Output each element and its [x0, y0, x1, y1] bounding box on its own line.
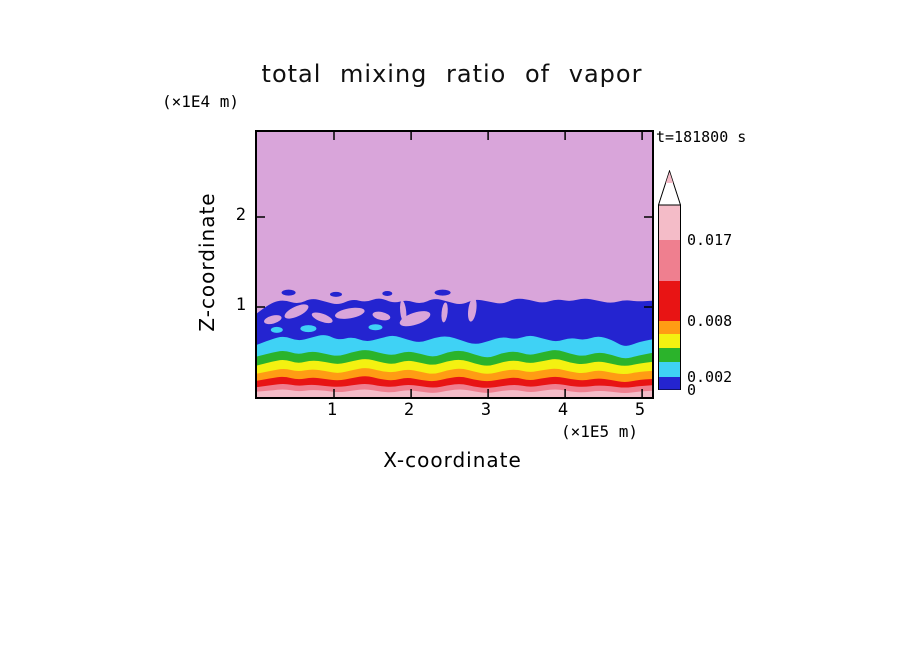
y-axis-title: Z-coordinate — [195, 192, 219, 332]
colorbar-level-label: 0.017 — [687, 231, 733, 249]
colorbar: 0.017 0.008 0.002 0 — [658, 170, 748, 405]
plume-feature — [399, 311, 431, 327]
plume-feature — [372, 311, 391, 321]
plume-feature — [284, 304, 309, 319]
plume-feature — [368, 324, 383, 331]
x-tick-label: 5 — [634, 400, 646, 420]
colorbar-canvas — [658, 170, 681, 390]
y-axis-unit-label: (×1E4 m) — [162, 92, 240, 111]
plume-feature — [382, 291, 393, 296]
plume-feature — [468, 297, 477, 322]
plume-feature — [270, 326, 283, 333]
colorbar-segment-yellow — [658, 334, 681, 348]
colorbar-segment-orange — [658, 321, 681, 334]
colorbar-level-label: 0 — [687, 381, 697, 399]
colorbar-level-label: 0.002 — [687, 368, 733, 386]
time-annotation: t=181800 s — [656, 128, 747, 146]
plume-feature — [434, 289, 451, 296]
plume-feature — [335, 307, 365, 319]
colorbar-segment-red — [658, 281, 681, 321]
contour-plot-area — [255, 130, 654, 399]
x-axis-tick-labels: 1 2 3 4 5 — [255, 400, 650, 420]
plume-feature — [330, 291, 342, 297]
colorbar-segment-salmon — [658, 240, 681, 281]
plume-feature — [300, 325, 317, 333]
plume-feature — [441, 302, 448, 323]
x-axis-title: X-coordinate — [383, 448, 522, 472]
contour-plot-canvas — [257, 132, 652, 397]
plume-feature — [281, 289, 296, 296]
plume-feature — [264, 315, 282, 325]
x-tick-label: 3 — [480, 400, 492, 420]
contour-band-pink-surface-max — [257, 389, 652, 397]
colorbar-level-label: 0.008 — [687, 312, 733, 330]
x-tick-label: 2 — [403, 400, 415, 420]
chart-title: total mixing ratio of vapor — [261, 60, 643, 88]
colorbar-segment-blue — [658, 377, 681, 390]
x-tick-label: 4 — [557, 400, 569, 420]
y-tick-label: 1 — [235, 295, 246, 315]
x-axis-unit-label: (×1E5 m) — [561, 422, 639, 441]
colorbar-arrow-tip — [665, 172, 674, 183]
x-tick-label: 1 — [326, 400, 338, 420]
y-tick-label: 2 — [235, 205, 246, 225]
plume-feature — [311, 312, 333, 324]
colorbar-segment-cyan — [658, 362, 681, 377]
colorbar-segment-pink — [658, 205, 681, 240]
colorbar-overrange-arrow — [658, 170, 681, 206]
colorbar-segment-green — [658, 348, 681, 362]
plume-feature — [400, 300, 407, 323]
